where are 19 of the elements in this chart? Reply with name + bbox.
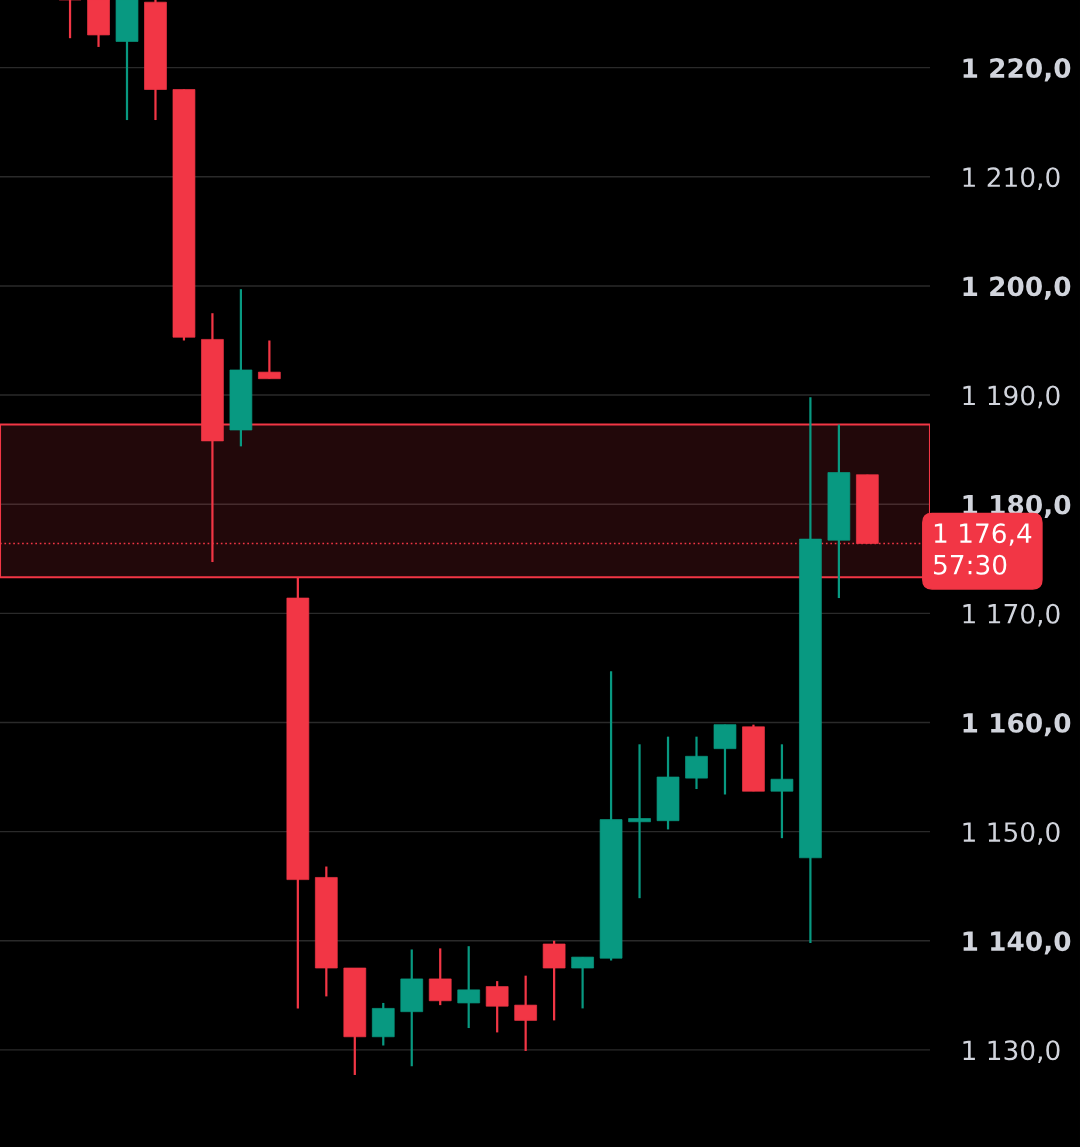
candlestick (514, 974, 537, 1053)
y-tick-label: 1 200,0 (963, 276, 1071, 300)
y-tick-label: 1 150,0 (963, 822, 1060, 845)
candlestick (258, 339, 281, 380)
candlestick (428, 947, 452, 1007)
candlestick (485, 980, 509, 1034)
candlestick (571, 956, 594, 1010)
ref-line-label: 1 176,4 57:30 (934, 523, 1032, 575)
y-tick-label: 1 160,0 (963, 712, 1071, 737)
y-tick-label: 1 220,0 (963, 58, 1071, 82)
y-tick-label: 1 170,0 (963, 603, 1060, 627)
y-tick-label: 1 210,0 (963, 167, 1060, 190)
candlestick (457, 945, 481, 1030)
y-tick-label: 1 140,0 (963, 931, 1071, 955)
candlestick (770, 743, 794, 840)
y-tick-label: 1 130,0 (963, 1040, 1060, 1063)
candlestick (685, 735, 708, 791)
y-tick-label: 1 190,0 (963, 385, 1060, 409)
candlestick (628, 743, 651, 900)
